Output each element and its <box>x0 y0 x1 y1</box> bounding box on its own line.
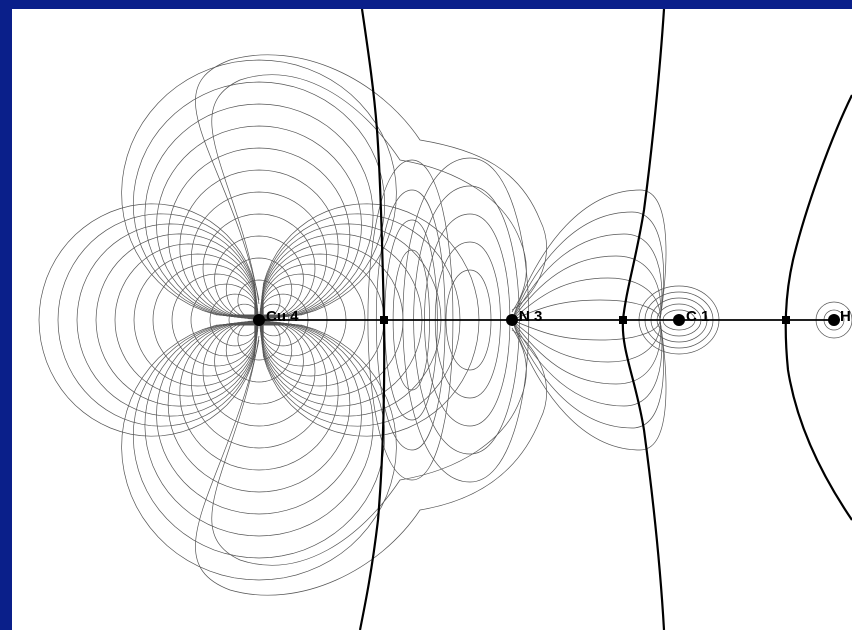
cu-lobe-contour <box>214 235 304 319</box>
cu-lobe-contour <box>144 323 374 537</box>
bond-critical-point <box>782 316 790 324</box>
outer-envelope-contour <box>211 74 527 313</box>
h-atom-contour <box>823 309 845 331</box>
cu-lobe-contour <box>225 257 293 320</box>
cu-lobe-contour <box>259 283 328 357</box>
n-lobe-contour <box>445 269 492 371</box>
contour-plot-panel: Cu 4 N 3 C 1 H <box>12 9 852 630</box>
cu-lobe-contour <box>133 253 257 387</box>
cu-lobe-contour <box>132 81 386 316</box>
cu-lobe-contour <box>202 213 316 319</box>
cu-lobe-contour <box>38 203 256 437</box>
cu-lobe-contour <box>191 322 327 449</box>
atom-label-n: N 3 <box>519 308 542 325</box>
nucleus-n <box>506 314 518 326</box>
cu-lobe-contour <box>225 320 293 383</box>
cu-lobe-contour <box>237 320 281 361</box>
cu-lobe-contour <box>156 125 362 317</box>
bond-lobe-contour <box>376 189 446 451</box>
cu-lobe-contour <box>179 322 339 471</box>
cu-lobe-contour <box>156 323 362 515</box>
bond-lobe-contour <box>392 249 430 391</box>
cu-lobe-contour <box>214 321 304 405</box>
atom-label-c: C 1 <box>686 308 709 325</box>
outer-envelope-contour <box>195 54 547 311</box>
cu-lobe-contour <box>262 213 461 427</box>
cu-lobe-contour <box>167 147 351 317</box>
atom-label-h: H <box>840 308 851 325</box>
cu-lobe-contour <box>262 223 442 417</box>
cu-lobe-contour <box>260 263 366 377</box>
nucleus-c <box>673 314 685 326</box>
outer-envelope-contour <box>211 327 527 566</box>
bond-lobe-contour <box>384 219 438 421</box>
cu-lobe-contour <box>261 233 423 407</box>
cu-lobe-contour <box>76 223 256 417</box>
bond-critical-point <box>380 316 388 324</box>
cu-lobe-contour <box>114 243 257 397</box>
n-lobe-contour <box>424 213 511 427</box>
cu-lobe-contour <box>121 324 397 581</box>
h-atom-contour <box>815 301 852 339</box>
cu-lobe-contour <box>152 263 258 377</box>
n-lobe-contour <box>434 241 501 399</box>
cu-lobe-contour <box>95 233 257 407</box>
cu-lobe-contour <box>132 324 386 559</box>
n-lobe-contour <box>413 185 520 455</box>
cu-lobe-contour <box>202 321 316 427</box>
bond-lobe-contour <box>367 159 454 481</box>
cu-lobe-contour <box>260 273 347 367</box>
atom-label-cu: Cu 4 <box>266 308 299 325</box>
cu-lobe-contour <box>121 59 397 316</box>
cu-lobe-contour <box>144 103 374 317</box>
cu-lobe-contour <box>259 293 309 347</box>
outer-envelope-contour <box>195 329 547 596</box>
bond-critical-point <box>619 316 627 324</box>
cu-lobe-contour <box>190 283 259 357</box>
cu-lobe-contour <box>228 303 259 337</box>
cu-lobe-contour <box>167 323 351 493</box>
density-contours <box>38 54 852 596</box>
cu-lobe-contour <box>179 169 339 318</box>
cu-lobe-contour <box>209 293 259 347</box>
nucleus-cu <box>253 314 265 326</box>
cu-lobe-contour <box>171 273 258 367</box>
nucleus-h <box>828 314 840 326</box>
contour-diagram: Cu 4 N 3 C 1 H <box>38 9 852 630</box>
cu-lobe-contour <box>237 279 281 320</box>
cu-lobe-contour <box>262 203 480 437</box>
zero-flux-surface-c-h <box>784 94 852 521</box>
cu-lobe-contour <box>191 191 327 318</box>
cu-lobe-contour <box>57 213 256 427</box>
n-lobe-contour <box>402 157 530 483</box>
